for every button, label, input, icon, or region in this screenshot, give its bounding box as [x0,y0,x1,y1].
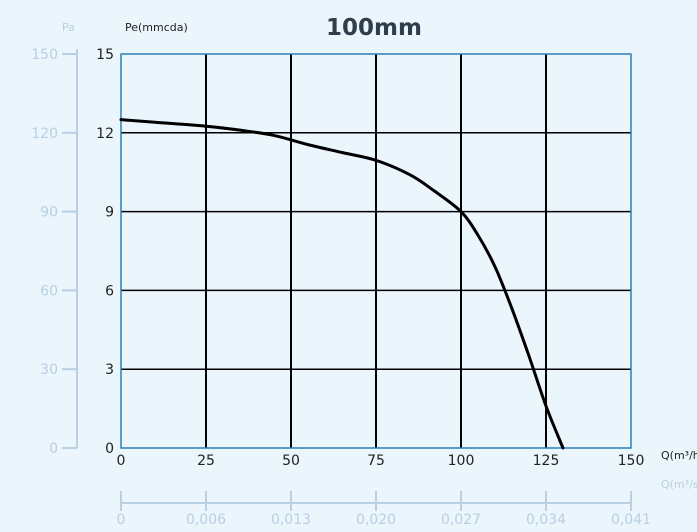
x-tick-label: 75 [367,453,385,469]
x-tick-label: 150 [618,453,645,469]
secondary-x-tick-label: 0 [117,512,126,528]
secondary-x-tick-label: 0,041 [611,512,651,528]
x-tick-label: 125 [533,453,560,469]
y-tick-label: 6 [105,283,114,299]
y-tick-label: 9 [105,205,114,221]
secondary-x-tick-label: 0,006 [186,512,226,528]
secondary-x-tick-label: 0,013 [271,512,311,528]
secondary-y-tick-label: 90 [40,205,58,221]
plot-frame [120,53,632,449]
y-tick-label: 0 [105,441,114,457]
x-tick-label: 100 [448,453,475,469]
secondary-x-tick-label: 0,034 [526,512,566,528]
secondary-y-tick-label: 120 [31,126,58,142]
secondary-y-tick-label: 0 [49,441,58,457]
secondary-x-axis-label: Q(m³/s) [661,478,697,491]
x-axis-label: Q(m³/h) [661,449,697,462]
y-tick-label: 12 [96,126,114,142]
secondary-y-tick-label: 60 [40,283,58,299]
y-axis-label: Pe(mmcda) [125,21,188,34]
performance-curve [119,118,565,450]
x-tick-label: 0 [117,453,126,469]
secondary-y-tick-label: 150 [31,47,58,63]
secondary-y-tick-label: 30 [40,362,58,378]
y-tick-label: 15 [96,47,114,63]
x-tick-label: 50 [282,453,300,469]
secondary-x-tick-label: 0,020 [356,512,396,528]
secondary-y-axis-label: Pa [62,21,75,34]
x-tick-label: 25 [197,453,215,469]
secondary-x-tick-label: 0,027 [441,512,481,528]
y-tick-label: 3 [105,362,114,378]
chart-title: 100mm [326,15,422,41]
